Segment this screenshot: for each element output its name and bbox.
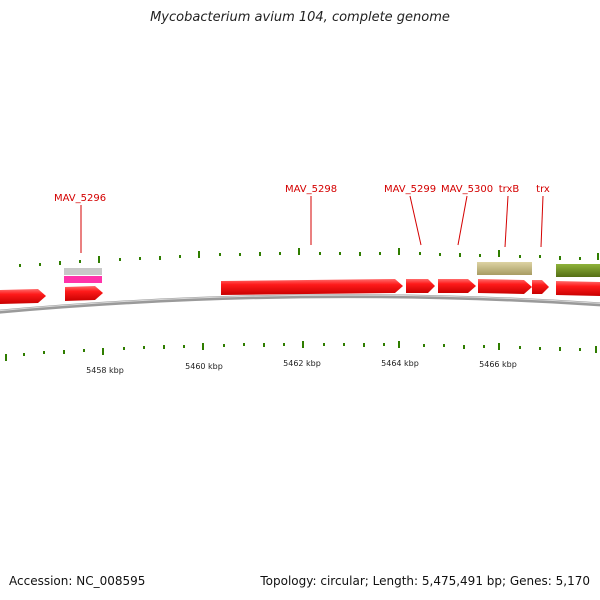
- scale-label: 5464 kbp: [381, 359, 419, 368]
- gene-label-mav5299[interactable]: MAV_5299: [384, 184, 436, 195]
- genome-title: Mycobacterium avium 104, complete genome: [150, 10, 450, 25]
- gene-arrow-mav5298[interactable]: [221, 279, 403, 295]
- gene-arrow[interactable]: [556, 281, 600, 296]
- lower-tick-row: [5, 341, 597, 361]
- scale-label: 5458 kbp: [86, 366, 124, 375]
- gene-arrow-mav5296[interactable]: [65, 286, 103, 301]
- upper-tick-row: [19, 248, 599, 267]
- gene-label-trxb[interactable]: trxB: [499, 184, 520, 195]
- gene-arrow-mav5300[interactable]: [438, 279, 476, 293]
- leader-line: [540, 195, 544, 248]
- accession-text: Accession: NC_008595: [9, 574, 146, 588]
- gene-label-trx[interactable]: trx: [536, 184, 550, 195]
- gene-arrow[interactable]: [0, 289, 46, 304]
- feature-bar-grey[interactable]: [64, 268, 102, 275]
- leader-line: [409, 195, 422, 246]
- scale-label: 5466 kbp: [479, 360, 517, 369]
- feature-bar-olive[interactable]: [556, 264, 600, 277]
- gene-arrow-trxb[interactable]: [478, 279, 532, 294]
- scale-label: 5462 kbp: [283, 359, 321, 368]
- leader-line: [504, 195, 509, 248]
- gene-arrow-trx[interactable]: [532, 280, 549, 294]
- gene-label-mav5300[interactable]: MAV_5300: [441, 184, 493, 195]
- genome-backbone: [0, 294, 600, 314]
- feature-bar-tan[interactable]: [477, 262, 532, 275]
- gene-label-mav5296[interactable]: MAV_5296: [54, 193, 106, 204]
- leader-line: [457, 195, 468, 246]
- genome-summary-text: Topology: circular; Length: 5,475,491 bp…: [260, 574, 590, 588]
- gene-arrow-mav5299[interactable]: [406, 279, 435, 293]
- gene-label-mav5298[interactable]: MAV_5298: [285, 184, 337, 195]
- scale-label: 5460 kbp: [185, 362, 223, 371]
- feature-bar-pink[interactable]: [64, 276, 102, 283]
